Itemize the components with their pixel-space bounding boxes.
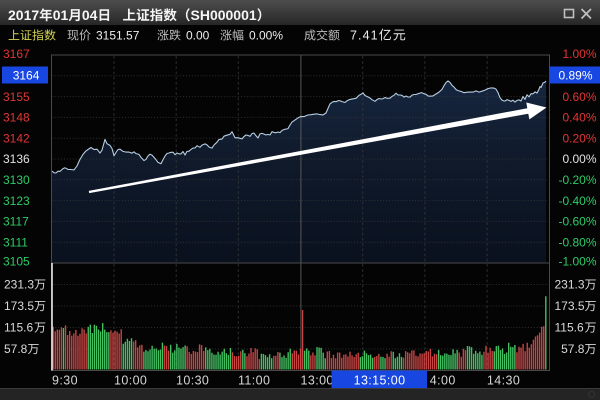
svg-text:10:00: 10:00	[114, 373, 147, 387]
svg-text:3142: 3142	[3, 131, 30, 145]
svg-text:3105: 3105	[3, 255, 30, 269]
svg-text:0.20%: 0.20%	[563, 131, 597, 145]
svg-text:0.00%: 0.00%	[249, 29, 283, 43]
svg-text:04: 04	[82, 7, 98, 23]
svg-text:-0.40%: -0.40%	[559, 194, 597, 208]
svg-text:3167: 3167	[3, 47, 30, 61]
svg-text:0.00: 0.00	[186, 29, 210, 43]
svg-text:0.89%: 0.89%	[559, 69, 593, 83]
svg-text:7.41: 7.41	[350, 29, 379, 43]
svg-text:0.60%: 0.60%	[563, 90, 597, 104]
svg-text:9:30: 9:30	[52, 373, 78, 387]
svg-text:01: 01	[53, 7, 69, 23]
svg-text:115.6: 115.6	[555, 321, 584, 335]
svg-text:231.3: 231.3	[555, 278, 585, 292]
svg-text:13:15:00: 13:15:00	[354, 373, 406, 387]
svg-text:-1.00%: -1.00%	[559, 255, 597, 269]
svg-text:0.00%: 0.00%	[563, 152, 597, 166]
svg-text:3148: 3148	[3, 111, 30, 125]
svg-text:3155: 3155	[3, 90, 30, 104]
svg-text:-0.60%: -0.60%	[559, 215, 597, 229]
svg-text:13:00: 13:00	[301, 373, 334, 387]
svg-text:3130: 3130	[3, 173, 30, 187]
svg-text:3164: 3164	[13, 69, 40, 83]
svg-text:-0.20%: -0.20%	[559, 173, 597, 187]
svg-text:57.8: 57.8	[4, 342, 28, 356]
svg-text:4:00: 4:00	[430, 373, 456, 387]
svg-text:3136: 3136	[3, 152, 30, 166]
svg-text:173.5: 173.5	[555, 299, 585, 313]
svg-text:10:30: 10:30	[176, 373, 209, 387]
svg-text:231.3: 231.3	[4, 278, 34, 292]
svg-text:3123: 3123	[3, 194, 30, 208]
svg-text:1.00%: 1.00%	[563, 47, 597, 61]
svg-text:2017: 2017	[8, 7, 39, 23]
svg-text:0.40%: 0.40%	[563, 111, 597, 125]
svg-text:-0.80%: -0.80%	[559, 235, 597, 249]
svg-text:173.5: 173.5	[4, 299, 34, 313]
svg-text:11:00: 11:00	[238, 373, 270, 387]
svg-text:3111: 3111	[3, 235, 28, 249]
svg-text:115.6: 115.6	[4, 321, 33, 335]
svg-text:57.8: 57.8	[561, 342, 585, 356]
svg-text:14:30: 14:30	[487, 373, 520, 387]
svg-text:SH000001: SH000001	[191, 7, 257, 23]
svg-text:3117: 3117	[3, 215, 29, 229]
svg-text:3151.57: 3151.57	[96, 29, 140, 43]
